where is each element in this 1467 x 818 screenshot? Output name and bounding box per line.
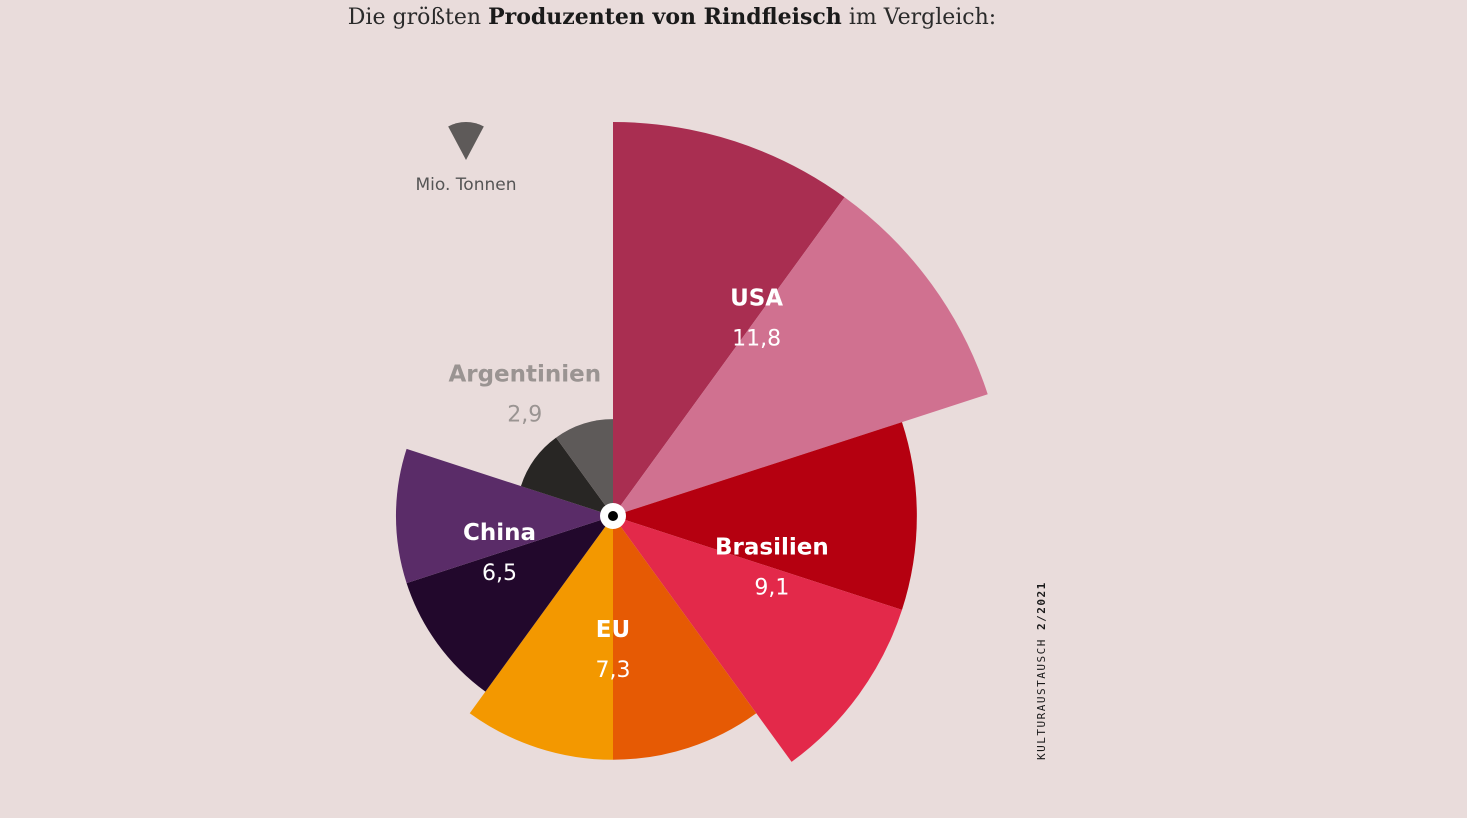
label-china: China <box>463 520 536 546</box>
label-brasilien: Brasilien <box>715 535 829 561</box>
sector-china-half-b <box>395 448 613 584</box>
center-marker-dot <box>608 511 618 521</box>
legend: Mio. Tonnen <box>396 118 536 195</box>
sector-usa-half-b <box>613 197 988 516</box>
sector-argentinien-half-b <box>556 419 613 516</box>
source-credit: KULTURAUSTAUSCH 2/2021 <box>1035 581 1048 760</box>
title-suffix: im Vergleich: <box>848 5 997 30</box>
sector-argentinien-half-a <box>520 437 613 516</box>
sector-china-half-a <box>406 516 613 692</box>
value-china: 6,5 <box>482 561 517 586</box>
value-argentinien: 2,9 <box>507 403 542 428</box>
sector-argentinien <box>520 419 613 516</box>
title-prefix: Die größten <box>347 5 482 30</box>
value-usa: 11,8 <box>732 326 781 351</box>
title-bold: Produzenten von Rindfleisch <box>488 4 842 30</box>
sector-eu <box>469 516 757 760</box>
sector-usa <box>613 122 988 516</box>
source-issue: 2/2021 <box>1035 581 1048 631</box>
legend-wedge-icon <box>448 122 484 160</box>
label-argentinien: Argentinien <box>448 362 601 388</box>
value-brasilien: 9,1 <box>754 576 789 601</box>
sector-brasilien <box>613 422 917 762</box>
legend-unit-label: Mio. Tonnen <box>415 175 517 195</box>
sector-brasilien-half-b <box>613 516 902 762</box>
label-eu: EU <box>596 617 630 643</box>
source-publication: KULTURAUSTAUSCH <box>1035 638 1048 760</box>
chart-title: Die größten Produzenten von Rindfleisch … <box>0 4 1344 30</box>
sector-brasilien-half-a <box>613 422 917 610</box>
sector-usa-half-a <box>613 122 845 516</box>
sector-eu-half-b <box>469 516 613 760</box>
label-usa: USA <box>730 285 783 311</box>
value-eu: 7,3 <box>596 658 631 683</box>
sector-eu-half-a <box>613 516 757 760</box>
sector-china <box>395 448 613 692</box>
